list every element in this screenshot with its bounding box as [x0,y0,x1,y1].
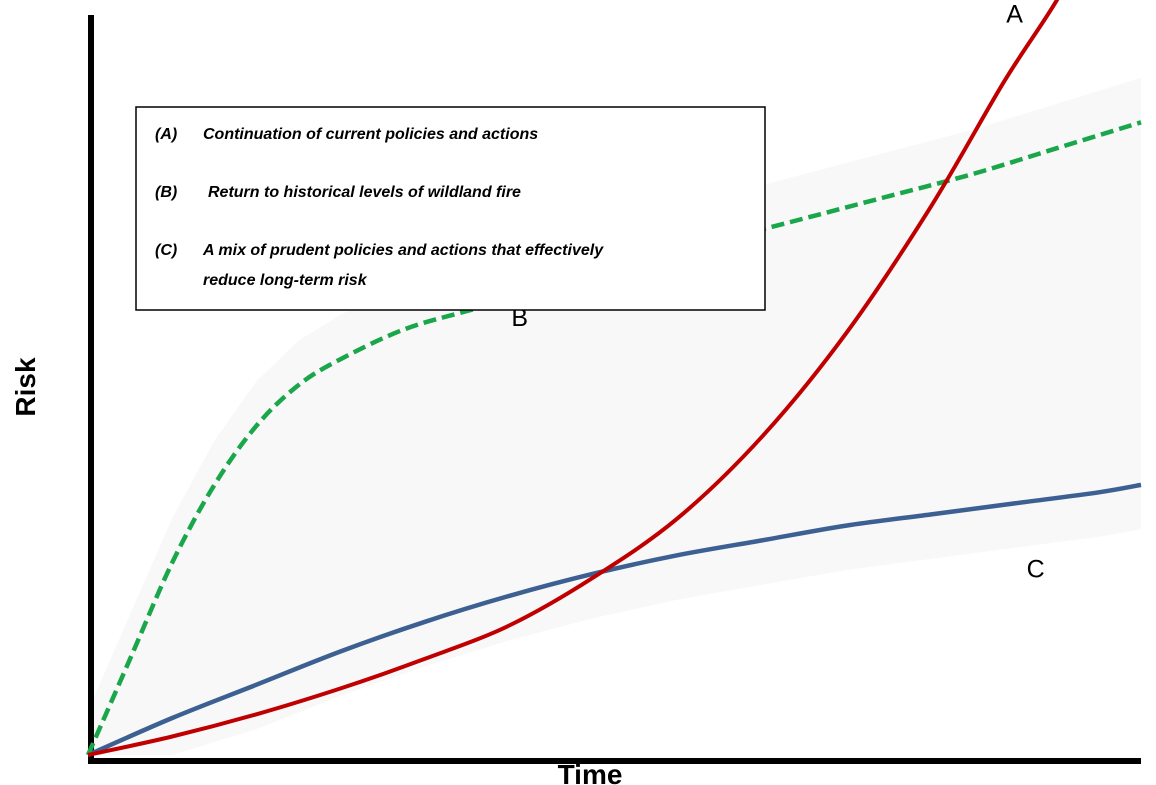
curve-label-c: C [1027,555,1045,583]
legend-text-c-line1: A mix of prudent policies and actions th… [202,242,604,259]
legend-key-a: (A) [155,126,177,143]
curve-label-b: B [511,304,528,332]
shaded-band [88,77,1141,755]
series-line-a [87,0,1060,757]
x-axis-title: Time [558,759,623,785]
legend-key-c: (C) [155,242,177,259]
legend-text-c-line2: reduce long-term risk [203,272,368,289]
curve-label-a: A [1006,0,1023,28]
legend-box [135,106,766,311]
legend-text-a: Continuation of current policies and act… [203,126,538,143]
legend-key-b: (B) [155,184,177,201]
y-axis-title: Risk [10,357,41,417]
legend-text-b: Return to historical levels of wildland … [208,184,521,201]
series-line-c [87,482,1142,758]
legend: (A) Continuation of current policies and… [135,106,766,311]
